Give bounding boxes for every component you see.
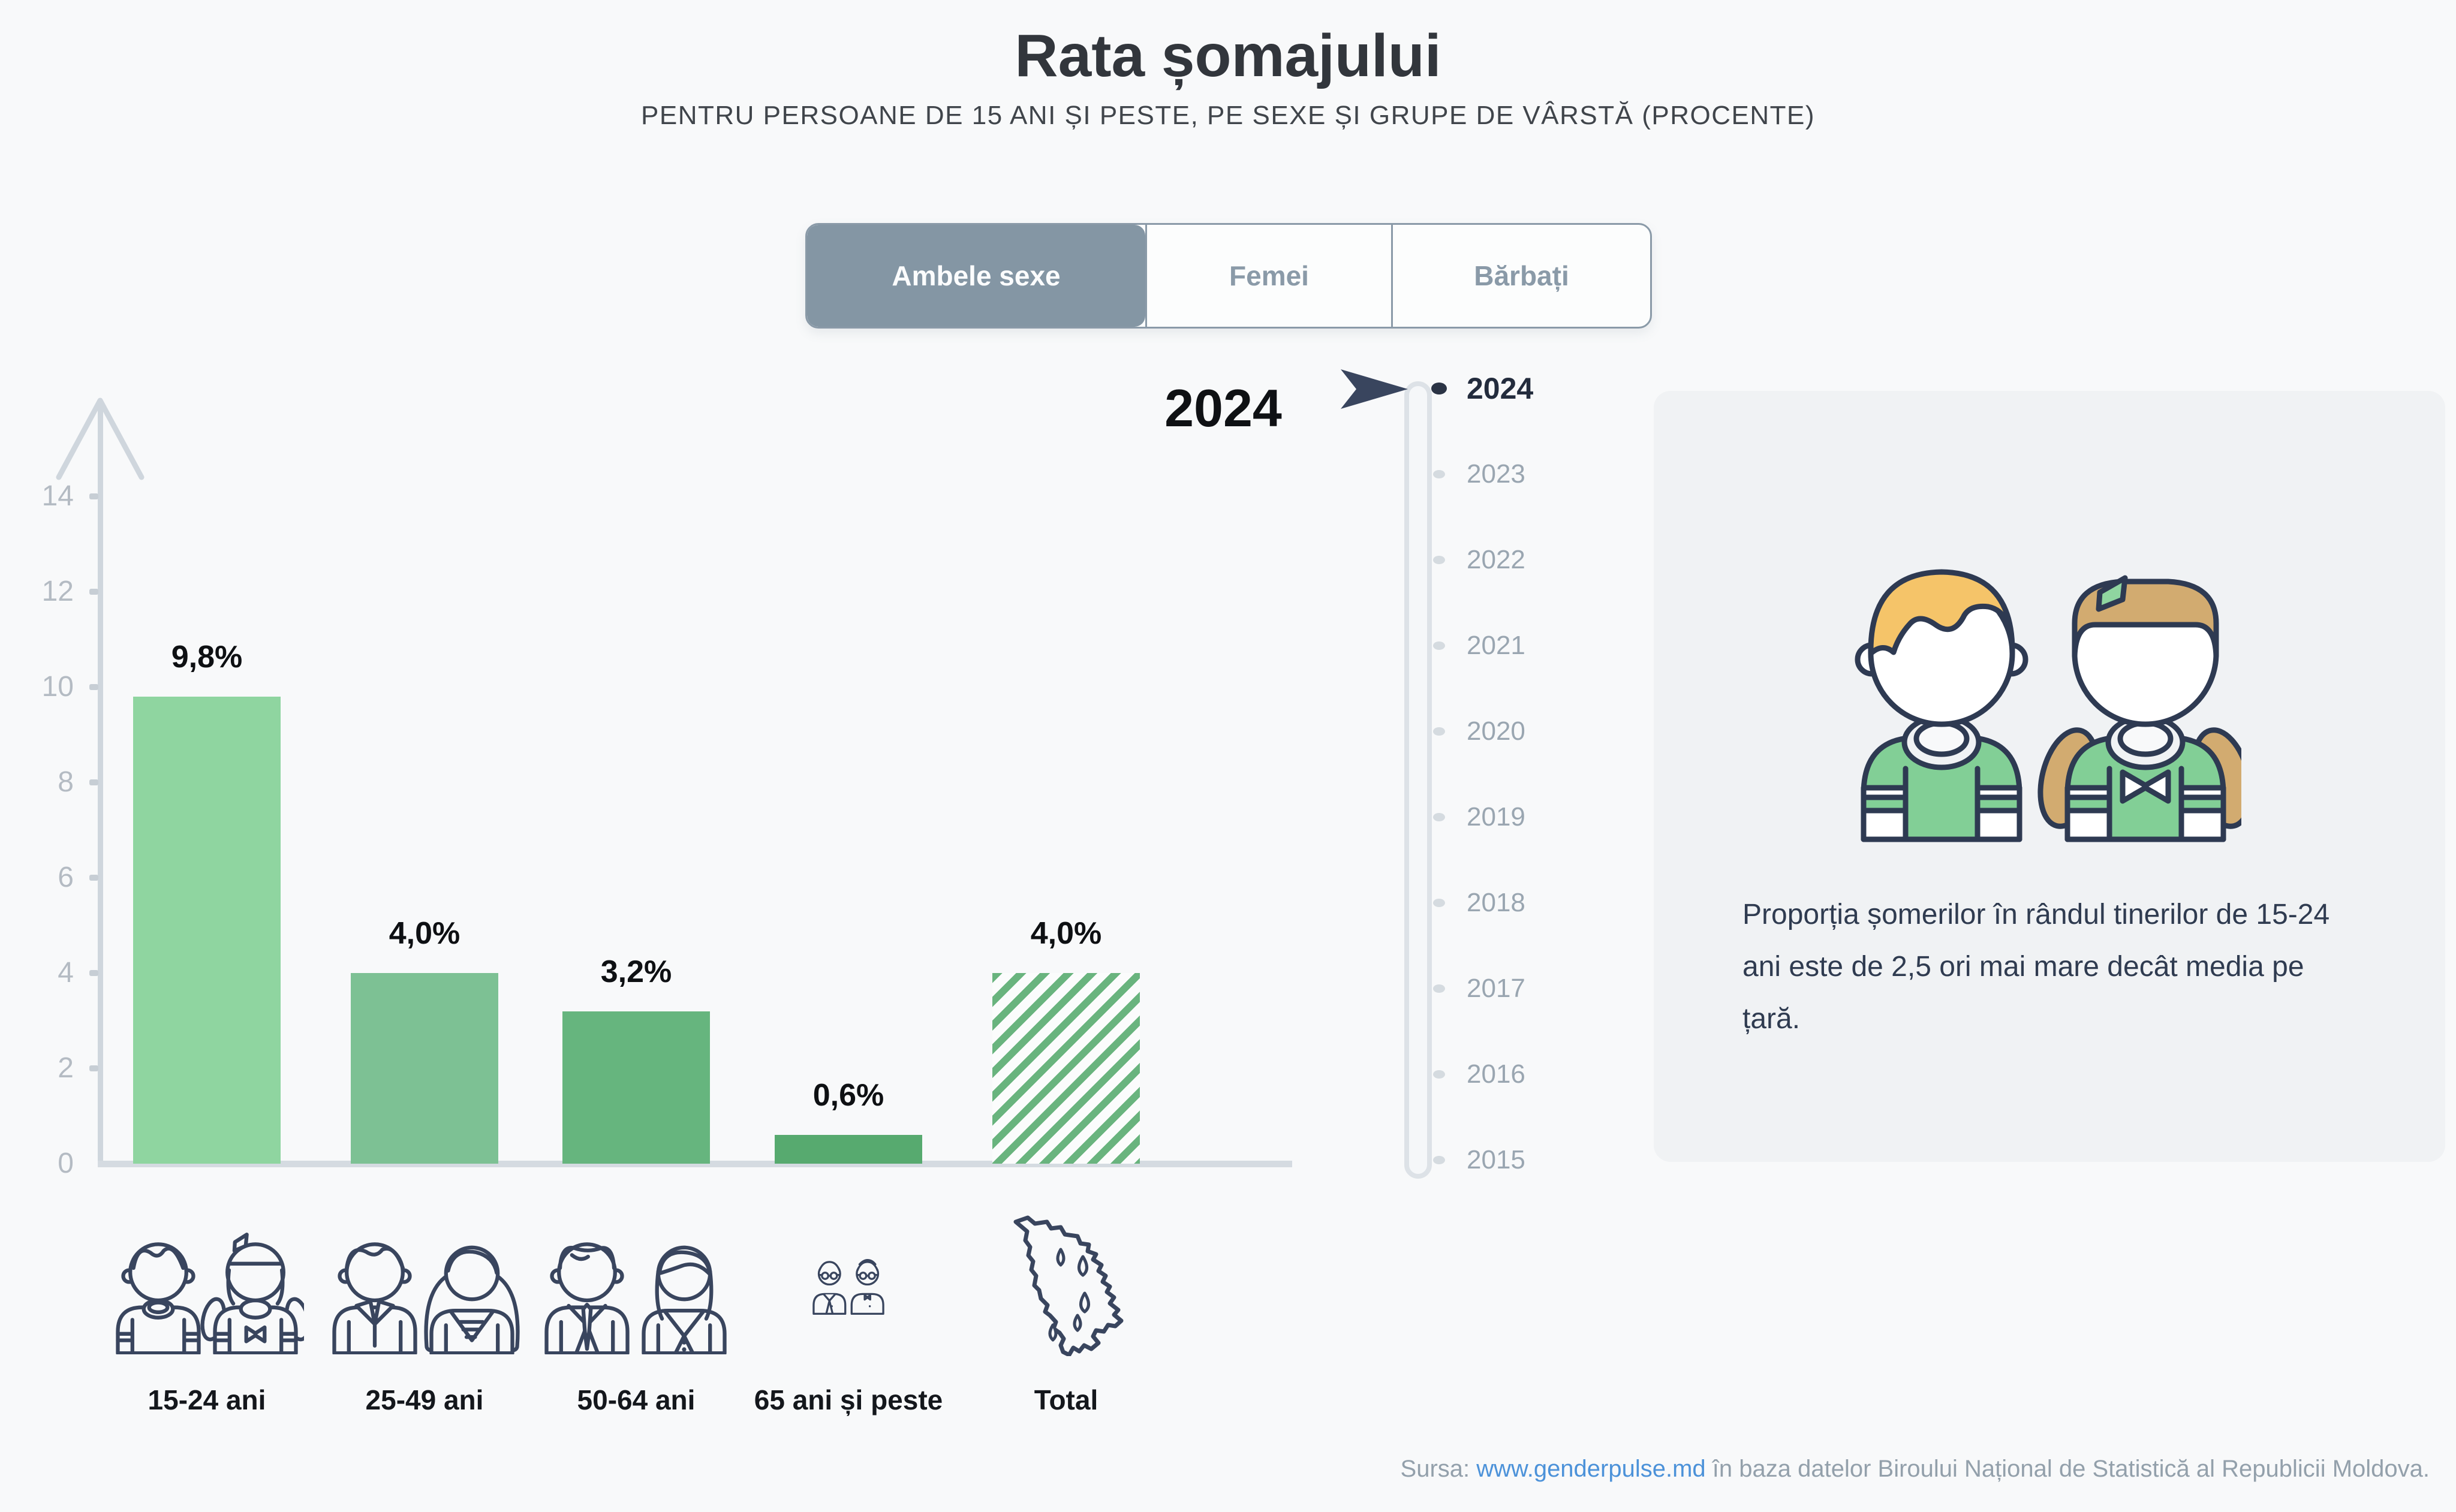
y-axis-tick-mark-6 (89, 875, 98, 881)
age-group-icon-65-plus (812, 1258, 884, 1315)
x-axis-line (98, 1161, 1292, 1167)
timeline-year-2023[interactable]: 2023 (1467, 459, 1525, 489)
y-axis-tick-label-8: 8 (58, 766, 74, 798)
bar-value-label: 9,8% (171, 640, 243, 674)
y-axis-tick-label-2: 2 (58, 1052, 74, 1084)
timeline-year-2024[interactable]: 2024 (1467, 372, 1534, 405)
y-axis-tick-label-6: 6 (58, 862, 74, 893)
bar-value-label: 4,0% (389, 916, 460, 951)
timeline-track[interactable] (1404, 381, 1432, 1179)
page-title: Rata șomajului (1015, 22, 1441, 89)
y-axis-tick-mark-10 (89, 684, 98, 690)
timeline-year-2018[interactable]: 2018 (1467, 888, 1525, 917)
y-axis-tick-mark-8 (89, 779, 98, 785)
bar-65-ani-și-peste (775, 1135, 922, 1164)
y-axis-tick-mark-12 (89, 589, 98, 595)
bar-25-49-ani (351, 973, 498, 1164)
timeline-year-2019[interactable]: 2019 (1467, 802, 1525, 832)
young-couple-illustration (1855, 569, 2241, 842)
age-group-icon-25-49 (332, 1242, 520, 1354)
timeline-dot-2017[interactable] (1433, 984, 1445, 993)
category-label-5: Total (1034, 1384, 1098, 1415)
y-axis-tick-label-0: 0 (58, 1147, 74, 1179)
y-axis-tick-label-4: 4 (58, 957, 74, 989)
bar-50-64-ani (562, 1011, 710, 1164)
info-card: Proporția șomerilor în rândul tinerilor … (1654, 391, 2445, 1162)
tab-ambele-sexe[interactable]: Ambele sexe (807, 225, 1145, 327)
y-axis-tick-mark-14 (89, 493, 98, 499)
bar-15-24-ani (133, 697, 281, 1164)
category-label-1: 15-24 ani (148, 1384, 266, 1415)
timeline-year-2020[interactable]: 2020 (1467, 716, 1525, 746)
timeline-dot-2020[interactable] (1433, 727, 1445, 736)
bar-value-label: 3,2% (600, 954, 672, 989)
timeline-dot-2018[interactable] (1433, 899, 1445, 907)
current-year-label: 2024 (1164, 378, 1282, 438)
timeline-dot-2019[interactable] (1433, 813, 1445, 821)
tab-bărbați[interactable]: Bărbați (1391, 225, 1650, 327)
timeline-dot-2021[interactable] (1433, 641, 1445, 650)
timeline-year-2016[interactable]: 2016 (1467, 1059, 1525, 1089)
age-group-icon-50-64 (544, 1242, 727, 1354)
moldova-map-icon (1013, 1215, 1124, 1356)
y-axis-line (98, 400, 103, 1165)
tab-femei[interactable]: Femei (1145, 225, 1391, 327)
sex-filter-tabs: Ambele sexe Femei Bărbați (805, 223, 1652, 329)
source-line: Sursa: www.genderpulse.md în baza datelo… (1401, 1456, 2430, 1483)
y-axis-tick-mark-2 (89, 1065, 98, 1071)
y-axis-tick-mark-4 (89, 970, 98, 976)
timeline-year-2022[interactable]: 2022 (1467, 545, 1525, 574)
bar-value-label: 0,6% (812, 1078, 884, 1113)
y-axis-tick-label-10: 10 (41, 671, 74, 703)
timeline-dot-2016[interactable] (1433, 1070, 1445, 1079)
source-suffix: în baza datelor Biroului Național de Sta… (1705, 1456, 2430, 1482)
age-group-icon-15-24 (116, 1233, 304, 1354)
category-label-4: 65 ani și peste (754, 1384, 943, 1415)
y-axis-tick-label-12: 12 (41, 576, 74, 607)
category-label-2: 25-49 ani (365, 1384, 484, 1415)
category-label-3: 50-64 ani (577, 1384, 696, 1415)
timeline-year-2015[interactable]: 2015 (1467, 1145, 1525, 1174)
timeline-dot-2015[interactable] (1433, 1156, 1445, 1164)
y-axis-tick-label-14: 14 (41, 480, 74, 512)
timeline-dot-2022[interactable] (1433, 556, 1445, 564)
bar-value-label: 4,0% (1030, 916, 1102, 951)
page-subtitle: PENTRU PERSOANE DE 15 ANI ȘI PESTE, PE S… (641, 101, 1815, 130)
source-prefix: Sursa: (1400, 1456, 1477, 1482)
timeline-year-2021[interactable]: 2021 (1467, 631, 1525, 660)
bar-total (992, 973, 1140, 1164)
insight-text: Proporția șomerilor în rândul tinerilor … (1742, 899, 2330, 1035)
timeline-dot-2024[interactable] (1431, 382, 1447, 394)
timeline-dot-2023[interactable] (1433, 470, 1445, 478)
source-link[interactable]: www.genderpulse.md (1476, 1456, 1706, 1482)
timeline-year-2017[interactable]: 2017 (1467, 974, 1525, 1003)
timeline-arrow-handle[interactable] (1338, 366, 1410, 412)
